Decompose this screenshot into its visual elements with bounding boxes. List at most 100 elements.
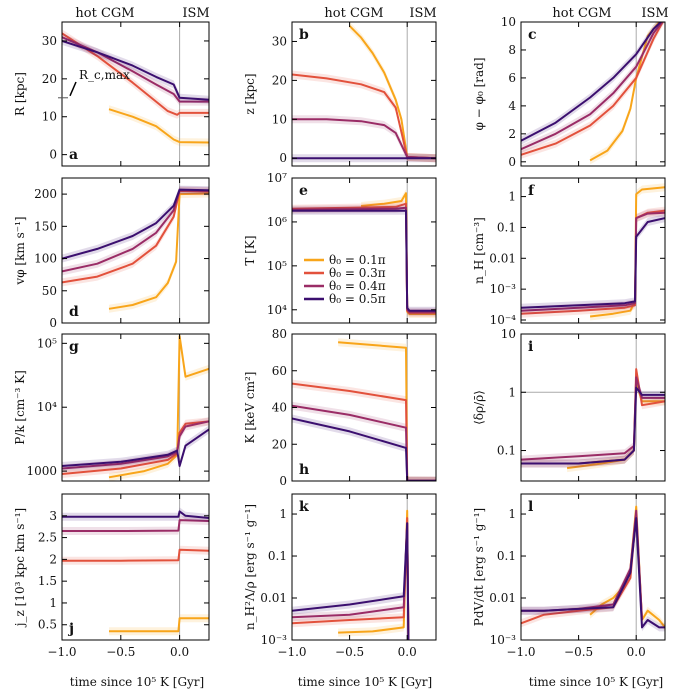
ytick-label-d-4: 200: [34, 187, 57, 201]
y-axis-label-h: K [keV cm²]: [243, 372, 257, 444]
x-axis-label-j: time since 10⁵ K [Gyr]: [70, 675, 204, 689]
panel-f: 10⁻⁴ 10⁻³ 0.01 0.1 1 n_H [cm⁻³] f: [472, 177, 666, 327]
ytick-label-l-3: 1: [508, 507, 516, 521]
series-line-c-3: [521, 22, 663, 142]
band-a-2: [62, 33, 209, 106]
axes-frame-f: [520, 177, 666, 324]
y-axis-label-a: R [kpc]: [13, 72, 27, 116]
band-k-0: [338, 506, 409, 640]
ytick-label-i-1: 1: [508, 385, 516, 399]
y-axis-label-l: PdV/dt [erg s⁻¹ g⁻¹]: [472, 508, 486, 626]
y-axis-label-f: n_H [cm⁻³]: [472, 217, 486, 284]
xtick-label-j-2: 0.0: [170, 645, 189, 659]
xtick-label-k-0: −1.0: [277, 645, 306, 659]
panel-letter-c: c: [528, 27, 537, 43]
series-line-d-3: [62, 188, 209, 260]
ytick-label-a-0: 0: [49, 148, 57, 162]
panel-a: 0 10 20 30 R [kpc] a R_c,max: [13, 21, 210, 167]
panel-c: 0 2 4 6 8 10 φ − φ₀ [rad] c: [472, 15, 666, 169]
y-axis-label-d: vφ [km s⁻¹]: [13, 216, 27, 285]
axes-frame-j: [61, 493, 210, 641]
ytick-label-c-4: 8: [508, 43, 516, 57]
axes-frame-a: [61, 21, 210, 167]
panel-b: 0 10 20 30 z [kpc] b: [243, 21, 437, 167]
legend-entry-3: θ₀ = 0.5π: [329, 292, 386, 306]
ytick-label-h-0: 0: [279, 474, 287, 488]
y-axis-label-i: ⟨δρ/ρ̄⟩: [472, 390, 486, 425]
series-group-b: [292, 22, 436, 163]
ytick-label-f-1: 10⁻³: [490, 282, 517, 296]
series-line-a-1: [62, 32, 209, 116]
series-line-e-3: [292, 209, 436, 312]
panel-j: 0.5 1 1.5 2 2.5 3 −1.0 −0.5 0.0 j_z [10³ kpc km s…: [13, 493, 210, 659]
ytick-label-l-2: 0.1: [497, 549, 516, 563]
band-a-1: [62, 29, 209, 119]
ytick-label-d-1: 50: [42, 284, 57, 298]
band-j-0: [109, 614, 209, 636]
band-g-3: [62, 425, 209, 470]
series-group-l: [521, 502, 665, 632]
ytick-label-b-2: 20: [272, 73, 287, 87]
panel-letter-b: b: [299, 27, 309, 43]
ytick-label-a-3: 30: [42, 34, 57, 48]
xtick-label-l-0: −1.0: [506, 645, 535, 659]
axes-frame-c: [520, 21, 666, 167]
x-axis-label-l: time since 10⁵ K [Gyr]: [529, 675, 663, 689]
band-d-1: [62, 186, 209, 287]
band-k-1: [292, 514, 409, 640]
ytick-label-c-0: 0: [508, 155, 516, 169]
annotation-rcmax: R_c,max: [79, 68, 130, 82]
ytick-label-g-1: 10⁴: [37, 400, 57, 414]
band-h-3: [292, 414, 436, 481]
ytick-label-j-1: 1: [49, 596, 57, 610]
band-b-1: [292, 70, 436, 163]
panel-letter-e: e: [299, 183, 308, 199]
band-d-3: [62, 185, 209, 263]
axes-frame-i: [520, 333, 666, 482]
ytick-label-k-3: 1: [279, 507, 287, 521]
band-l-1: [521, 510, 642, 628]
ytick-label-b-3: 30: [272, 34, 287, 48]
axes-frame-b: [291, 21, 437, 167]
band-l-0: [590, 502, 665, 632]
series-line-f-3: [521, 217, 665, 309]
ytick-label-d-0: 0: [49, 316, 57, 330]
panel-g: 1000 10⁴ 10⁵ P/k [cm⁻³ K] g: [13, 333, 210, 482]
band-j-1: [62, 545, 209, 565]
ytick-label-j-5: 3: [49, 509, 57, 523]
panel-letter-d: d: [69, 304, 79, 320]
series-group-f: [521, 183, 665, 321]
series-group-g: [62, 334, 209, 481]
header-ism-b: ISM: [409, 6, 436, 21]
ytick-label-f-3: 0.1: [497, 220, 516, 234]
legend-entry-1: θ₀ = 0.3π: [329, 266, 386, 280]
series-group-a: [62, 29, 209, 147]
series-line-g-3: [62, 428, 209, 467]
xtick-label-l-2: 0.0: [627, 645, 646, 659]
series-line-b-2: [292, 118, 436, 160]
xtick-label-k-1: −0.5: [335, 645, 364, 659]
series-group-h: [292, 338, 436, 481]
series-line-i-1: [521, 368, 665, 465]
ytick-label-f-2: 0.01: [489, 251, 516, 265]
y-axis-label-c: φ − φ₀ [rad]: [472, 57, 486, 130]
series-line-a-0: [108, 108, 209, 144]
y-axis-label-j: j_z [10³ kpc km s⁻¹]: [13, 508, 27, 628]
band-e-0: [361, 189, 436, 318]
ytick-label-h-3: 60: [272, 364, 287, 378]
series-line-e-0: [361, 192, 436, 315]
ytick-label-e-1: 10⁵: [267, 259, 287, 273]
band-i-2: [521, 373, 665, 464]
ytick-label-j-4: 2.5: [38, 531, 57, 545]
series-line-a-3: [62, 39, 209, 101]
xtick-label-j-1: −0.5: [106, 645, 135, 659]
ytick-label-f-0: 10⁻⁴: [490, 313, 517, 327]
series-line-l-3: [521, 517, 665, 629]
ytick-label-j-3: 2: [49, 552, 57, 566]
panel-letter-a: a: [69, 147, 78, 163]
ytick-label-f-4: 1: [508, 190, 516, 204]
series-line-j-2: [62, 519, 209, 532]
series-line-b-0: [348, 25, 436, 160]
ytick-label-h-2: 40: [272, 401, 287, 415]
